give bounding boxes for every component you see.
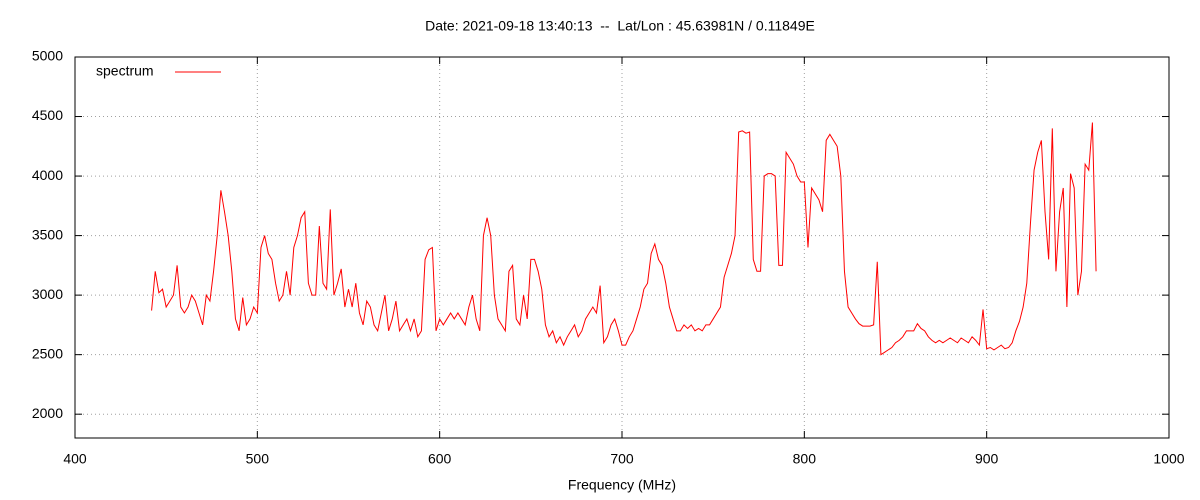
plot-border — [74, 56, 1170, 439]
chart-title: Date: 2021-09-18 13:40:13 -- Lat/Lon : 4… — [425, 18, 815, 34]
y-tick-label: 4500 — [32, 107, 63, 123]
y-tick-label: 2000 — [32, 405, 63, 421]
x-tick-label: 800 — [793, 451, 817, 467]
y-tick-label: 4000 — [32, 167, 63, 183]
x-tick-label: 1000 — [1153, 451, 1184, 467]
x-tick-label: 500 — [246, 451, 270, 467]
y-tick-label: 3000 — [32, 286, 63, 302]
x-tick-label: 600 — [428, 451, 452, 467]
spectrum-line — [151, 122, 1097, 356]
x-tick-label: 900 — [975, 451, 999, 467]
x-tick-label: 400 — [63, 451, 87, 467]
legend-label: spectrum — [96, 63, 154, 79]
y-tick-label: 2500 — [32, 345, 63, 361]
x-axis-label: Frequency (MHz) — [568, 477, 676, 493]
x-tick-label: 700 — [610, 451, 634, 467]
y-tick-label: 5000 — [32, 48, 63, 64]
y-tick-label: 3500 — [32, 226, 63, 242]
